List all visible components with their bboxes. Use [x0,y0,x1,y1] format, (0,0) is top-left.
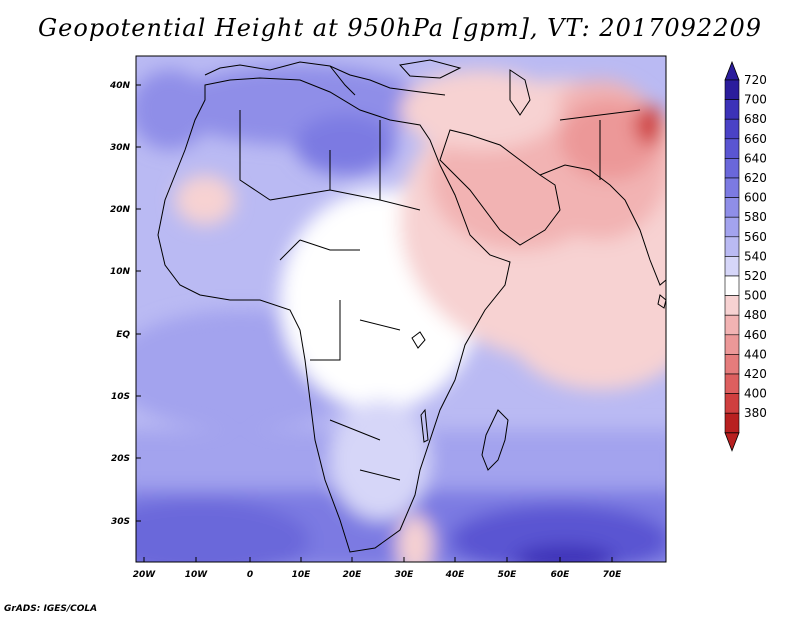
colorbar-swatch [724,79,740,100]
colorbar-label: 680 [744,112,767,126]
colorbar-label: 460 [744,328,767,342]
coastlines [157,59,666,553]
colorbar-swatch [724,197,740,218]
colorbar-swatch [724,354,740,375]
lat-label: 40N [109,81,131,91]
colorbar-arrow-top [724,60,740,81]
colorbar-label: 400 [744,387,767,401]
colorbar-label: 600 [744,191,767,205]
colorbar-swatch [724,412,740,434]
lon-label: 40E [445,570,466,580]
lon-label: 20E [343,570,363,580]
colorbar-label: 580 [744,210,767,224]
colorbar-label: 700 [744,93,767,107]
lat-label: 10S [111,392,130,402]
colorbar-swatch [724,393,740,414]
colorbar-swatch [724,158,740,179]
colorbar-label: 500 [744,289,767,303]
lon-label: 30E [395,570,415,580]
colorbar-label: 620 [744,171,767,185]
colorbar-label: 380 [744,406,767,420]
footer-credit: GrADS: IGES/COLA [4,604,98,614]
lat-label: 30S [111,517,130,527]
colorbar-swatch [724,138,740,159]
lat-label: 30N [110,143,131,153]
colorbar-swatch [724,236,740,257]
lon-label: 10E [292,570,312,580]
colorbar-swatch [724,295,740,316]
lat-label: 20S [111,454,130,464]
axis-ticks [136,84,613,562]
geopotential-field [136,56,666,562]
longitude-labels: 20W 10W 0 10E 20E 30E 40E 50E 60E 70E [133,570,622,580]
colorbar-swatch [724,177,740,198]
lon-label: 20W [133,570,157,580]
colorbar-swatch [724,118,740,140]
colorbar-label: 420 [744,367,767,381]
lon-label: 0 [247,570,253,580]
colorbar-label: 540 [744,249,767,263]
colorbar-label: 560 [744,230,767,244]
colorbar-label: 660 [744,132,767,146]
colorbar-swatch [724,216,740,238]
colorbar-swatch [724,256,740,277]
latitude-labels: 40N 30N 20N 10N EQ 10S 20S 30S [109,81,131,527]
colorbar-label: 720 [744,73,767,87]
colorbar-arrow-bottom [724,432,740,452]
colorbar-label: 440 [744,347,767,361]
lon-label: 10W [185,570,209,580]
lat-label: 10N [110,267,131,277]
colorbar-label: 480 [744,308,767,322]
map-frame [135,55,667,563]
lon-label: 70E [603,570,623,580]
colorbar: 720 700 680 660 640 620 600 580 560 540 520 500 480 4… [724,60,767,452]
lon-label: 50E [498,570,518,580]
colorbar-swatch [724,334,740,355]
lat-label: EQ [116,330,130,340]
colorbar-swatch [724,373,740,394]
map-title: Geopotential Height at 950hPa [gpm], VT:… [38,14,762,42]
lon-label: 60E [551,570,571,580]
lat-label: 20N [110,205,131,215]
colorbar-swatch [724,99,740,120]
colorbar-label: 640 [744,151,767,165]
colorbar-label: 520 [744,269,767,283]
colorbar-swatch [724,275,740,296]
colorbar-swatch [724,314,740,336]
